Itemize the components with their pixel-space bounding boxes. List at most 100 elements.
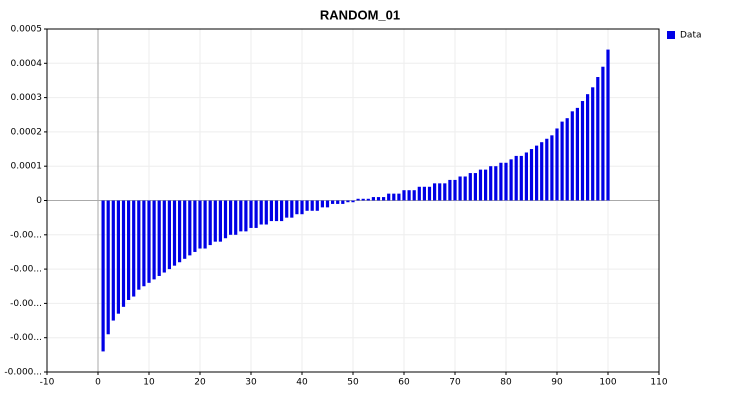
bar — [315, 200, 319, 211]
x-tick-label: 80 — [500, 378, 512, 388]
bar — [499, 162, 503, 201]
bar — [575, 107, 579, 201]
bar — [433, 183, 437, 201]
bar — [540, 142, 544, 201]
bar — [239, 200, 243, 232]
bar — [127, 200, 131, 300]
bar — [448, 179, 452, 201]
bar — [101, 200, 105, 352]
bar — [545, 138, 549, 201]
bar — [580, 101, 585, 201]
bar — [463, 176, 467, 201]
x-tick-label: 70 — [449, 378, 461, 388]
x-tick-label: 10 — [143, 378, 155, 388]
bar — [591, 87, 595, 201]
x-tick-label: 100 — [599, 378, 616, 388]
bar — [535, 145, 539, 201]
bar — [346, 200, 350, 203]
x-tick-label: -10 — [40, 378, 55, 388]
x-tick-label: 90 — [551, 378, 563, 388]
bar — [351, 200, 355, 203]
bar — [443, 183, 447, 201]
bar — [285, 200, 289, 218]
bar — [157, 200, 161, 276]
bar — [387, 193, 391, 201]
x-tick-label: 40 — [296, 378, 308, 388]
bar — [494, 166, 498, 201]
bar — [341, 200, 345, 204]
bar — [550, 135, 554, 201]
bar — [555, 128, 559, 201]
bar — [417, 186, 421, 201]
bar — [116, 200, 120, 314]
bar — [606, 49, 610, 201]
bar — [147, 200, 151, 283]
plot-frame — [46, 28, 660, 373]
y-tick-label: -0.00... — [10, 265, 42, 275]
y-tick-label: 0 — [36, 196, 42, 206]
bar — [188, 200, 192, 256]
bar — [229, 200, 233, 235]
bar — [259, 200, 263, 225]
bar — [453, 179, 457, 201]
bar — [137, 200, 141, 290]
bar — [132, 200, 136, 297]
bar — [382, 197, 386, 201]
bar — [356, 198, 360, 201]
x-tick-label: 0 — [95, 378, 101, 388]
bar — [269, 200, 273, 222]
bar — [601, 66, 605, 201]
bar — [274, 200, 279, 222]
y-tick-label: 0.0002 — [11, 127, 43, 137]
bar — [193, 200, 197, 252]
y-tick-label: -0.000... — [4, 368, 42, 378]
bar — [249, 200, 253, 228]
bar — [427, 186, 432, 201]
bar — [305, 200, 309, 211]
bar — [178, 200, 182, 263]
bar — [106, 200, 110, 335]
bar — [331, 200, 335, 204]
bar — [361, 198, 365, 201]
x-tick-label: 50 — [347, 378, 359, 388]
y-tick-label: -0.00... — [10, 333, 42, 343]
bar — [218, 200, 222, 242]
bar — [121, 200, 126, 307]
bar — [142, 200, 146, 287]
bar — [213, 200, 217, 242]
chart-title: RANDOM_01 — [320, 7, 400, 22]
bar — [264, 200, 268, 225]
legend-label: Data — [680, 31, 702, 41]
bar — [336, 200, 340, 204]
bar — [208, 200, 212, 246]
bar — [203, 200, 207, 249]
x-tick-label: 30 — [245, 378, 257, 388]
bar — [473, 173, 477, 201]
bar — [560, 121, 564, 201]
bar — [570, 111, 574, 201]
bar — [325, 200, 330, 208]
bar — [310, 200, 314, 211]
bar — [254, 200, 258, 228]
bar — [295, 200, 299, 215]
bar — [524, 152, 528, 201]
bar — [366, 198, 370, 201]
bar — [402, 190, 406, 201]
bar — [504, 162, 508, 201]
bar — [376, 197, 381, 201]
bar — [438, 183, 442, 201]
bar — [397, 193, 401, 201]
bar — [290, 200, 294, 218]
y-tick-label: 0.0001 — [11, 162, 43, 172]
bar — [458, 176, 462, 201]
bar — [111, 200, 115, 321]
y-tick-label: -0.00... — [10, 299, 42, 309]
bar — [162, 200, 166, 273]
bar — [300, 200, 304, 215]
x-tick-label: 110 — [650, 378, 667, 388]
x-tick-label: 60 — [398, 378, 410, 388]
bar — [484, 169, 488, 201]
bar — [172, 200, 177, 266]
bar — [167, 200, 171, 270]
